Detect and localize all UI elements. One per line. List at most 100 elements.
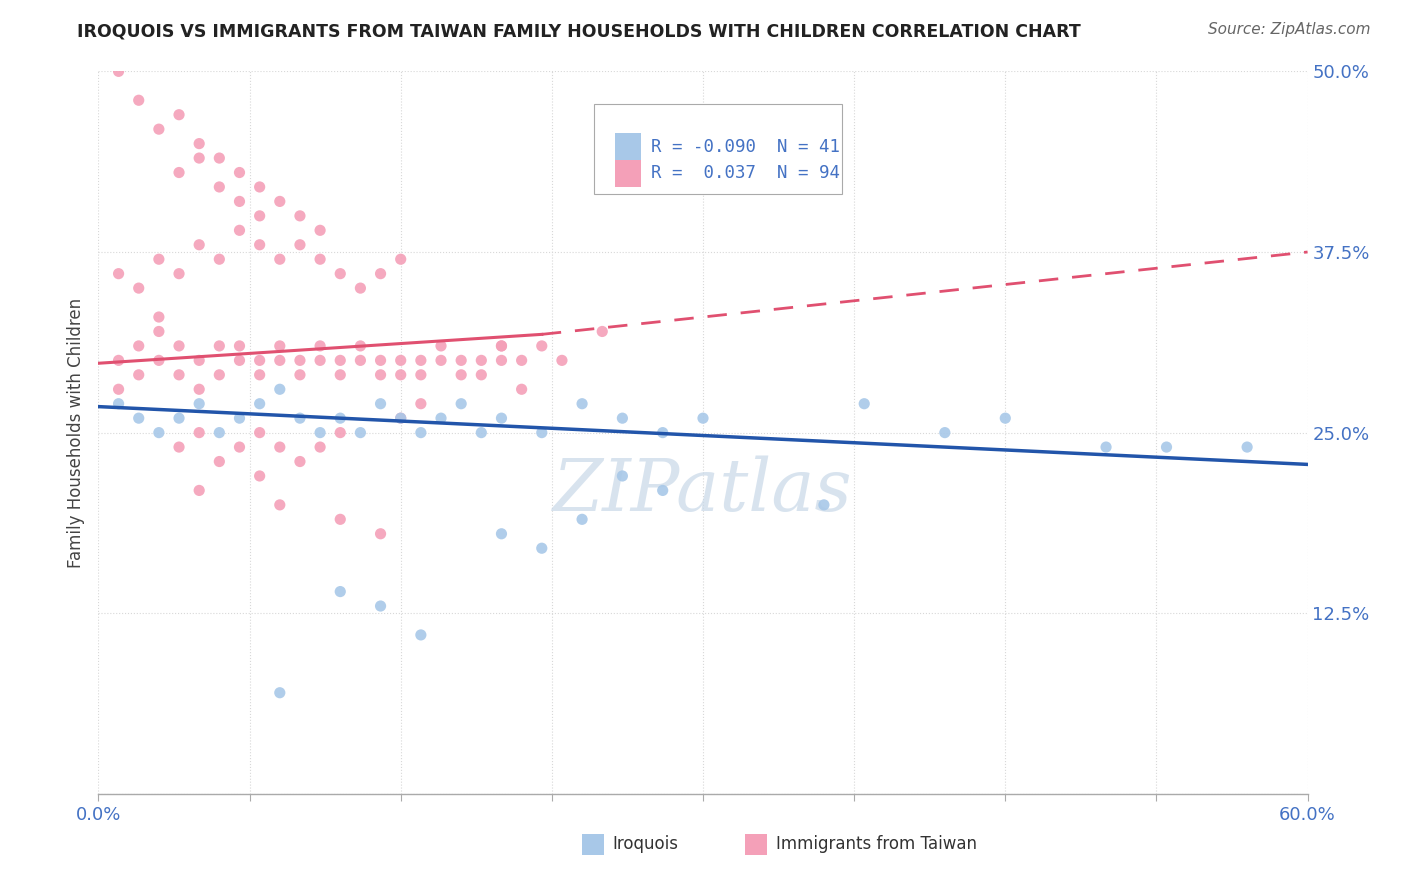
Point	[349, 425, 371, 440]
Point	[430, 339, 453, 353]
Point	[409, 353, 432, 368]
Point	[470, 353, 492, 368]
Point	[530, 425, 553, 440]
Point	[288, 411, 311, 425]
Point	[148, 425, 170, 440]
Point	[188, 483, 211, 498]
Point	[571, 512, 593, 526]
Bar	[582, 834, 603, 855]
Text: Source: ZipAtlas.com: Source: ZipAtlas.com	[1208, 22, 1371, 37]
Point	[148, 252, 170, 267]
Point	[249, 180, 271, 194]
Point	[148, 325, 170, 339]
Point	[228, 411, 250, 425]
Point	[491, 411, 513, 425]
Point	[208, 180, 231, 194]
Point	[228, 440, 250, 454]
Point	[288, 209, 311, 223]
Point	[148, 122, 170, 136]
Point	[188, 136, 211, 151]
Point	[329, 411, 352, 425]
Point	[1236, 440, 1258, 454]
Point	[329, 368, 352, 382]
Point	[288, 368, 311, 382]
Point	[450, 353, 472, 368]
Point	[389, 411, 412, 425]
Point	[370, 353, 392, 368]
Point	[128, 368, 150, 382]
Point	[470, 368, 492, 382]
Point	[491, 339, 513, 353]
Point	[228, 223, 250, 237]
Bar	[614, 160, 641, 187]
Point	[167, 267, 190, 281]
Point	[249, 209, 271, 223]
Point	[269, 498, 291, 512]
Point	[228, 165, 250, 179]
Point	[651, 483, 673, 498]
Point	[249, 469, 271, 483]
Point	[309, 223, 332, 237]
Point	[249, 368, 271, 382]
Point	[450, 397, 472, 411]
Point	[288, 353, 311, 368]
Point	[208, 252, 231, 267]
Point	[249, 425, 271, 440]
Point	[612, 469, 634, 483]
Point	[612, 411, 634, 425]
Point	[491, 339, 513, 353]
Point	[1156, 440, 1178, 454]
Text: ZIPatlas: ZIPatlas	[553, 455, 853, 525]
Point	[994, 411, 1017, 425]
Point	[430, 353, 453, 368]
Point	[228, 194, 250, 209]
Point	[167, 368, 190, 382]
Point	[551, 353, 574, 368]
Point	[288, 454, 311, 468]
Point	[288, 237, 311, 252]
Text: Iroquois: Iroquois	[613, 836, 678, 854]
Point	[208, 339, 231, 353]
Point	[228, 353, 250, 368]
Point	[148, 310, 170, 324]
Bar	[614, 133, 641, 161]
Point	[208, 151, 231, 165]
Point	[389, 252, 412, 267]
Point	[591, 325, 613, 339]
Point	[167, 411, 190, 425]
Point	[329, 584, 352, 599]
Point	[430, 411, 453, 425]
Point	[409, 368, 432, 382]
Point	[128, 281, 150, 295]
Point	[651, 425, 673, 440]
Point	[269, 339, 291, 353]
Point	[228, 339, 250, 353]
Text: R =  0.037  N = 94: R = 0.037 N = 94	[651, 164, 839, 182]
Point	[167, 108, 190, 122]
Point	[349, 353, 371, 368]
Point	[370, 368, 392, 382]
Point	[309, 339, 332, 353]
Point	[107, 267, 129, 281]
Point	[853, 397, 876, 411]
Point	[349, 339, 371, 353]
Text: Immigrants from Taiwan: Immigrants from Taiwan	[776, 836, 977, 854]
Point	[128, 93, 150, 107]
Point	[249, 237, 271, 252]
Point	[269, 353, 291, 368]
Point	[389, 411, 412, 425]
Text: IROQUOIS VS IMMIGRANTS FROM TAIWAN FAMILY HOUSEHOLDS WITH CHILDREN CORRELATION C: IROQUOIS VS IMMIGRANTS FROM TAIWAN FAMIL…	[77, 22, 1081, 40]
Point	[329, 267, 352, 281]
Point	[450, 368, 472, 382]
Point	[309, 440, 332, 454]
Point	[148, 353, 170, 368]
Point	[188, 151, 211, 165]
Point	[329, 425, 352, 440]
Point	[349, 281, 371, 295]
Point	[208, 368, 231, 382]
Point	[107, 64, 129, 78]
Point	[370, 267, 392, 281]
Point	[329, 512, 352, 526]
Point	[167, 339, 190, 353]
Point	[107, 397, 129, 411]
